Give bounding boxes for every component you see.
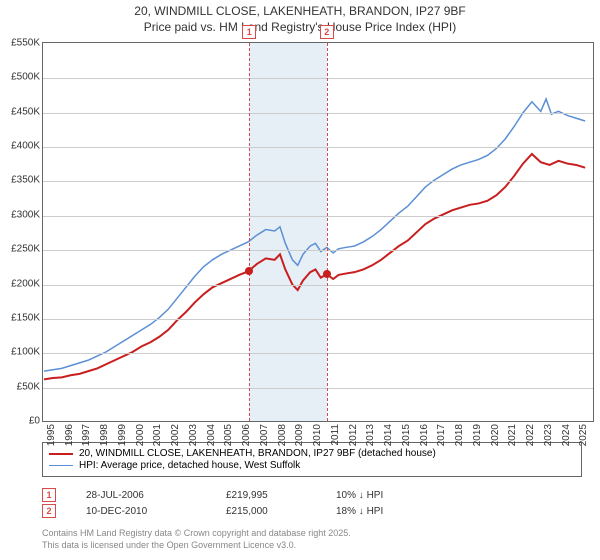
sale-num-box: 1 (42, 488, 56, 502)
gridline (43, 250, 593, 251)
xtick-label: 2009 (294, 424, 305, 446)
sale-row: 1 28-JUL-2006 £219,995 10% ↓ HPI (42, 488, 413, 502)
sale-dot (323, 270, 331, 278)
xtick-label: 1999 (117, 424, 128, 446)
xtick-label: 2007 (259, 424, 270, 446)
gridline (43, 353, 593, 354)
footer-line-1: Contains HM Land Registry data © Crown c… (42, 528, 351, 540)
sale-row: 2 10-DEC-2010 £215,000 18% ↓ HPI (42, 504, 413, 518)
down-arrow-icon: ↓ (359, 506, 364, 517)
sale-marker-box: 2 (320, 25, 334, 39)
legend-row: HPI: Average price, detached house, West… (49, 460, 575, 471)
ytick-label: £550K (11, 38, 40, 49)
xtick-label: 2003 (188, 424, 199, 446)
xtick-label: 2011 (330, 424, 341, 446)
xtick-label: 2019 (472, 424, 483, 446)
gridline (43, 113, 593, 114)
ytick-label: £250K (11, 244, 40, 255)
sale-pct: 18% ↓ HPI (336, 506, 383, 517)
sale-price: £215,000 (226, 506, 306, 517)
title-line-2: Price paid vs. HM Land Registry's House … (0, 20, 600, 36)
ytick-label: £500K (11, 72, 40, 83)
legend-label: HPI: Average price, detached house, West… (79, 460, 300, 471)
chart-container: 20, WINDMILL CLOSE, LAKENHEATH, BRANDON,… (0, 0, 600, 560)
sale-marker-box: 1 (242, 25, 256, 39)
xtick-label: 1996 (64, 424, 75, 446)
plot-box: 12 (42, 42, 594, 422)
xtick-label: 2010 (312, 424, 323, 446)
xtick-label: 1998 (99, 424, 110, 446)
sale-date: 28-JUL-2006 (86, 490, 196, 501)
ytick-label: £150K (11, 312, 40, 323)
xtick-label: 2001 (152, 424, 163, 446)
sale-date: 10-DEC-2010 (86, 506, 196, 517)
legend-box: 20, WINDMILL CLOSE, LAKENHEATH, BRANDON,… (42, 442, 582, 477)
xtick-label: 2025 (578, 424, 589, 446)
xtick-label: 2012 (348, 424, 359, 446)
xtick-label: 2014 (383, 424, 394, 446)
gridline (43, 319, 593, 320)
xtick-label: 2002 (170, 424, 181, 446)
xtick-label: 1997 (81, 424, 92, 446)
sales-table: 1 28-JUL-2006 £219,995 10% ↓ HPI 2 10-DEC-201… (42, 486, 413, 520)
xtick-label: 2004 (206, 424, 217, 446)
sale-dot (245, 267, 253, 275)
gridline (43, 147, 593, 148)
series-line-hpi (44, 99, 585, 371)
xtick-label: 2013 (365, 424, 376, 446)
ytick-label: £450K (11, 106, 40, 117)
legend-row: 20, WINDMILL CLOSE, LAKENHEATH, BRANDON,… (49, 448, 575, 459)
titles: 20, WINDMILL CLOSE, LAKENHEATH, BRANDON,… (0, 0, 600, 35)
xtick-label: 2005 (223, 424, 234, 446)
title-line-1: 20, WINDMILL CLOSE, LAKENHEATH, BRANDON,… (0, 4, 600, 20)
ytick-label: £100K (11, 347, 40, 358)
sale-dash-line (249, 43, 250, 421)
ytick-label: £400K (11, 141, 40, 152)
ytick-label: £300K (11, 209, 40, 220)
xtick-label: 1995 (46, 424, 57, 446)
footer-attribution: Contains HM Land Registry data © Crown c… (42, 528, 351, 551)
xtick-label: 2023 (543, 424, 554, 446)
legend-label: 20, WINDMILL CLOSE, LAKENHEATH, BRANDON,… (79, 448, 436, 459)
xtick-label: 2021 (507, 424, 518, 446)
sale-num-box: 2 (42, 504, 56, 518)
xtick-label: 2008 (277, 424, 288, 446)
legend-swatch (49, 453, 73, 455)
sale-price: £219,995 (226, 490, 306, 501)
xtick-label: 2017 (436, 424, 447, 446)
ytick-label: £350K (11, 175, 40, 186)
xtick-label: 2015 (401, 424, 412, 446)
sale-dash-line (327, 43, 328, 421)
gridline (43, 78, 593, 79)
down-arrow-icon: ↓ (359, 490, 364, 501)
ytick-label: £200K (11, 278, 40, 289)
chart-plot-area: 12 (42, 42, 594, 422)
gridline (43, 388, 593, 389)
xtick-label: 2022 (525, 424, 536, 446)
xtick-label: 2000 (135, 424, 146, 446)
gridline (43, 216, 593, 217)
gridline (43, 285, 593, 286)
line-chart-svg (43, 43, 595, 423)
xtick-label: 2006 (241, 424, 252, 446)
xtick-label: 2018 (454, 424, 465, 446)
gridline (43, 181, 593, 182)
ytick-label: £50K (17, 381, 40, 392)
legend-swatch (49, 465, 73, 466)
ytick-label: £0 (29, 416, 40, 427)
xtick-label: 2020 (490, 424, 501, 446)
xtick-label: 2016 (419, 424, 430, 446)
sale-pct: 10% ↓ HPI (336, 490, 383, 501)
series-line-property (44, 154, 585, 379)
xtick-label: 2024 (561, 424, 572, 446)
footer-line-2: This data is licensed under the Open Gov… (42, 540, 351, 552)
